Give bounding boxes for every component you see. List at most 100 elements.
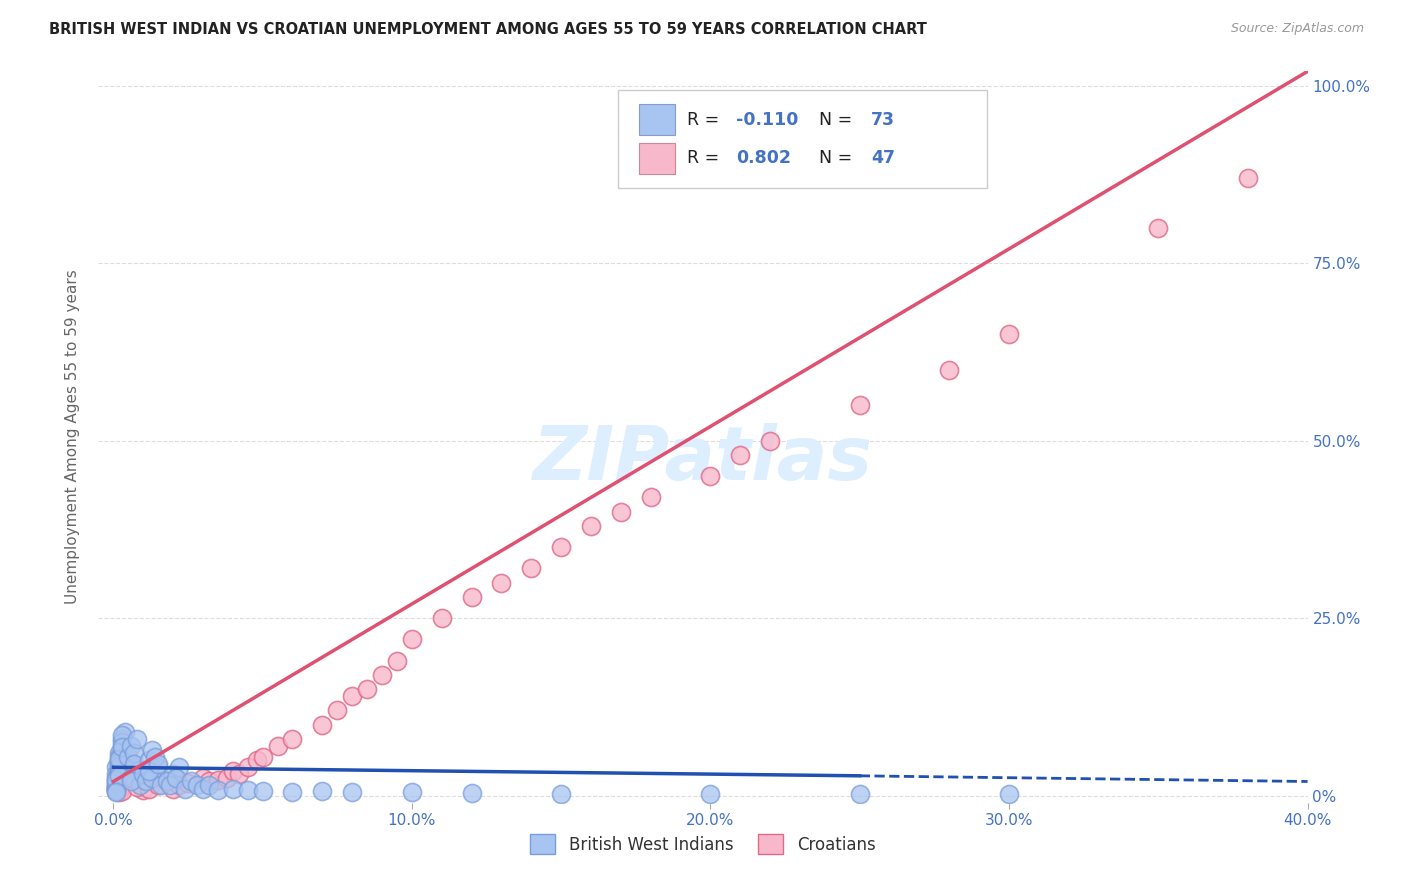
Legend: British West Indians, Croatians: British West Indians, Croatians bbox=[524, 828, 882, 860]
Point bbox=[108, 752, 131, 766]
Bar bbox=[638, 104, 675, 135]
Point bbox=[108, 766, 131, 780]
Text: N =: N = bbox=[808, 111, 858, 128]
Point bbox=[138, 764, 160, 778]
Point bbox=[108, 756, 131, 771]
Point bbox=[1147, 220, 1170, 235]
Point bbox=[252, 749, 274, 764]
Point bbox=[122, 746, 145, 760]
Point bbox=[174, 781, 197, 796]
Point bbox=[105, 785, 128, 799]
Point bbox=[579, 519, 602, 533]
Point bbox=[146, 778, 169, 792]
Text: N =: N = bbox=[808, 149, 858, 168]
Point bbox=[105, 780, 128, 794]
FancyBboxPatch shape bbox=[619, 90, 987, 188]
Point bbox=[111, 731, 134, 746]
Point bbox=[127, 764, 149, 778]
Point bbox=[165, 771, 187, 785]
Point bbox=[132, 783, 155, 797]
Point bbox=[998, 327, 1021, 342]
Point bbox=[105, 771, 128, 785]
Point bbox=[460, 786, 482, 800]
Point bbox=[141, 771, 163, 785]
Point bbox=[122, 756, 145, 771]
Point bbox=[162, 767, 184, 781]
Text: R =: R = bbox=[688, 111, 725, 128]
Point bbox=[162, 781, 184, 796]
Point bbox=[105, 773, 128, 788]
Point bbox=[340, 690, 363, 704]
Point bbox=[156, 774, 179, 789]
Point bbox=[640, 491, 662, 505]
Point bbox=[198, 778, 221, 792]
Point bbox=[191, 771, 214, 785]
Point bbox=[111, 728, 134, 742]
Point bbox=[186, 778, 208, 792]
Point bbox=[848, 398, 870, 412]
Point bbox=[114, 724, 136, 739]
Y-axis label: Unemployment Among Ages 55 to 59 years: Unemployment Among Ages 55 to 59 years bbox=[65, 269, 80, 605]
Point bbox=[1237, 170, 1260, 185]
Point bbox=[127, 780, 149, 794]
Point bbox=[356, 682, 378, 697]
Point bbox=[105, 778, 128, 792]
Point bbox=[281, 785, 304, 799]
Point bbox=[222, 764, 245, 778]
Text: 0.802: 0.802 bbox=[735, 149, 790, 168]
Point bbox=[141, 742, 163, 756]
Point bbox=[401, 632, 423, 647]
Point bbox=[122, 760, 145, 774]
Point bbox=[120, 739, 142, 753]
Point bbox=[108, 746, 131, 760]
Point bbox=[105, 760, 128, 774]
Point bbox=[191, 781, 214, 796]
Point bbox=[236, 783, 259, 797]
Point bbox=[848, 787, 870, 801]
Point bbox=[246, 753, 269, 767]
Point bbox=[236, 760, 259, 774]
Point bbox=[108, 769, 131, 783]
Point bbox=[105, 767, 128, 781]
Point bbox=[117, 749, 139, 764]
Point bbox=[105, 780, 128, 794]
Point bbox=[491, 575, 513, 590]
Point bbox=[108, 753, 131, 767]
Text: Source: ZipAtlas.com: Source: ZipAtlas.com bbox=[1230, 22, 1364, 36]
Point bbox=[198, 774, 221, 789]
Point bbox=[430, 611, 453, 625]
Point bbox=[207, 773, 229, 788]
Point bbox=[108, 762, 131, 776]
Bar bbox=[638, 143, 675, 174]
Point bbox=[550, 787, 572, 801]
Point bbox=[129, 778, 152, 792]
Point bbox=[150, 778, 173, 792]
Point bbox=[385, 654, 408, 668]
Text: BRITISH WEST INDIAN VS CROATIAN UNEMPLOYMENT AMONG AGES 55 TO 59 YEARS CORRELATI: BRITISH WEST INDIAN VS CROATIAN UNEMPLOY… bbox=[49, 22, 927, 37]
Point bbox=[105, 781, 128, 796]
Point bbox=[401, 785, 423, 799]
Point bbox=[222, 781, 245, 796]
Point bbox=[167, 760, 190, 774]
Point bbox=[138, 753, 160, 767]
Point bbox=[108, 764, 131, 778]
Point bbox=[228, 767, 250, 781]
Text: ZIPatlas: ZIPatlas bbox=[533, 423, 873, 496]
Point bbox=[311, 717, 333, 731]
Point bbox=[311, 784, 333, 798]
Point bbox=[108, 755, 131, 769]
Point bbox=[159, 778, 181, 792]
Point bbox=[111, 742, 134, 756]
Point bbox=[207, 783, 229, 797]
Point bbox=[138, 781, 160, 796]
Text: 47: 47 bbox=[872, 149, 896, 168]
Point bbox=[105, 776, 128, 790]
Point bbox=[108, 785, 131, 799]
Point bbox=[105, 781, 128, 796]
Point bbox=[108, 783, 131, 797]
Point bbox=[120, 771, 142, 785]
Point bbox=[326, 704, 349, 718]
Point bbox=[938, 362, 960, 376]
Text: -0.110: -0.110 bbox=[735, 111, 799, 128]
Point bbox=[105, 774, 128, 789]
